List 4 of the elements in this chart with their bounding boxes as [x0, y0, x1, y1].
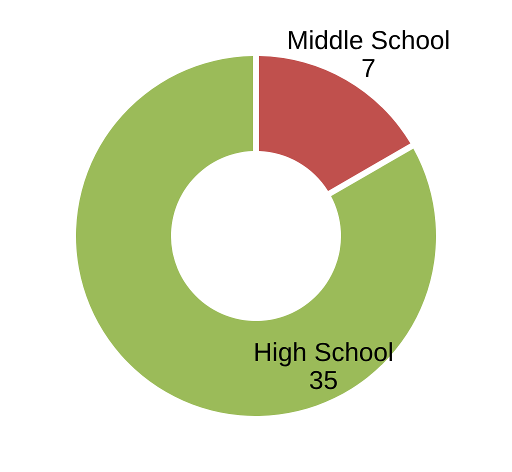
slice-label: Middle School — [286, 25, 450, 56]
slice-label: High School — [253, 336, 394, 367]
data-label: 35 — [309, 364, 338, 395]
data-label: 7 — [361, 53, 376, 84]
